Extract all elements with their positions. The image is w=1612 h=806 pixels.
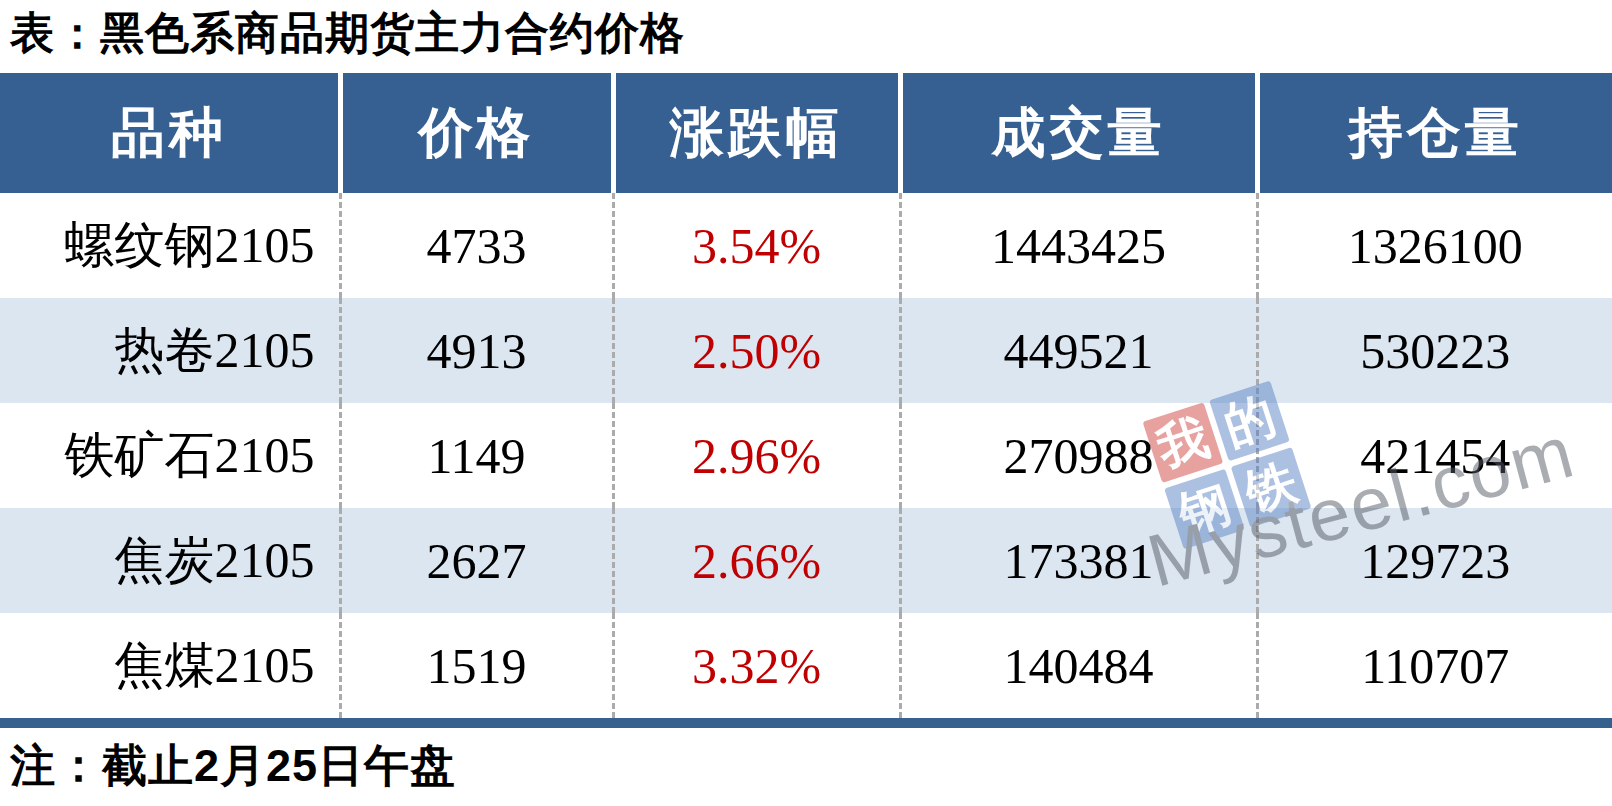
open-interest-cell: 421454 — [1257, 403, 1612, 508]
volume-cell: 449521 — [900, 298, 1257, 403]
footnote: 注：截止2月25日午盘 — [10, 736, 456, 796]
open-interest-cell: 530223 — [1257, 298, 1612, 403]
price-cell: 2627 — [340, 508, 613, 613]
variety-cell: 热卷2105 — [0, 298, 340, 403]
price-cell: 4913 — [340, 298, 613, 403]
change-cell: 2.50% — [613, 298, 900, 403]
futures-price-table: 品种 价格 涨跌幅 成交量 持仓量 螺纹钢2105 4733 3.54% 144… — [0, 73, 1612, 728]
header-volume: 成交量 — [900, 73, 1257, 193]
price-cell: 1149 — [340, 403, 613, 508]
table-row: 螺纹钢2105 4733 3.54% 1443425 1326100 — [0, 193, 1612, 298]
variety-cell: 螺纹钢2105 — [0, 193, 340, 298]
volume-cell: 270988 — [900, 403, 1257, 508]
header-open-interest: 持仓量 — [1257, 73, 1612, 193]
variety-cell: 焦炭2105 — [0, 508, 340, 613]
variety-cell: 焦煤2105 — [0, 613, 340, 723]
change-cell: 3.54% — [613, 193, 900, 298]
header-row: 品种 价格 涨跌幅 成交量 持仓量 — [0, 73, 1612, 193]
table-row: 铁矿石2105 1149 2.96% 270988 421454 — [0, 403, 1612, 508]
variety-cell: 铁矿石2105 — [0, 403, 340, 508]
futures-price-infographic: 表：黑色系商品期货主力合约价格 品种 价格 涨跌幅 成交量 持仓量 螺纹钢210… — [0, 0, 1612, 806]
change-cell: 2.66% — [613, 508, 900, 613]
price-cell: 1519 — [340, 613, 613, 723]
price-cell: 4733 — [340, 193, 613, 298]
header-variety: 品种 — [0, 73, 340, 193]
table-row: 焦煤2105 1519 3.32% 140484 110707 — [0, 613, 1612, 723]
table-body: 螺纹钢2105 4733 3.54% 1443425 1326100 热卷210… — [0, 193, 1612, 723]
volume-cell: 1443425 — [900, 193, 1257, 298]
header-price: 价格 — [340, 73, 613, 193]
open-interest-cell: 110707 — [1257, 613, 1612, 723]
change-cell: 2.96% — [613, 403, 900, 508]
open-interest-cell: 1326100 — [1257, 193, 1612, 298]
page-title: 表：黑色系商品期货主力合约价格 — [10, 4, 685, 63]
volume-cell: 173381 — [900, 508, 1257, 613]
header-change: 涨跌幅 — [613, 73, 900, 193]
open-interest-cell: 129723 — [1257, 508, 1612, 613]
table-header: 品种 价格 涨跌幅 成交量 持仓量 — [0, 73, 1612, 193]
table-row: 焦炭2105 2627 2.66% 173381 129723 — [0, 508, 1612, 613]
volume-cell: 140484 — [900, 613, 1257, 723]
change-cell: 3.32% — [613, 613, 900, 723]
table-row: 热卷2105 4913 2.50% 449521 530223 — [0, 298, 1612, 403]
